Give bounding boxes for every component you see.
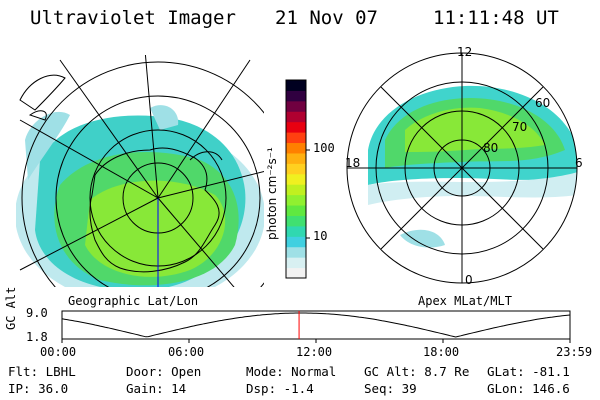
timeline-ymax: 9.0 xyxy=(26,306,48,320)
colorbar xyxy=(285,79,310,279)
timeline-tick-3: 18:00 xyxy=(423,345,460,359)
aurora-patch-north xyxy=(150,105,179,130)
info-glat: GLat: -81.1 xyxy=(487,364,570,379)
mlat-label-70: 70 xyxy=(512,120,528,134)
info-glon: GLon: 146.6 xyxy=(487,381,570,396)
info-gc-alt: GC Alt: 8.7 Re xyxy=(364,364,470,379)
instrument-title: Ultraviolet Imager xyxy=(30,7,236,29)
timeline-tick-1: 06:00 xyxy=(168,345,205,359)
geographic-map xyxy=(16,55,264,287)
colorbar-tick-10: 10 xyxy=(313,229,328,243)
timeline-tick-0: 00:00 xyxy=(40,345,77,359)
colorbar-swatch xyxy=(286,111,306,123)
mlt-label-0: 0 xyxy=(465,273,473,287)
colorbar-swatch xyxy=(286,163,306,175)
colorbar-frame xyxy=(285,79,307,279)
altitude-curve xyxy=(61,312,571,338)
timeline-ymin: 1.8 xyxy=(26,330,48,344)
colorbar-swatch xyxy=(286,184,306,196)
colorbar-swatch xyxy=(286,132,306,144)
mlat-label-80: 80 xyxy=(483,141,499,155)
mlt-label-12: 12 xyxy=(457,45,473,59)
aurora-region-inner xyxy=(85,180,226,277)
mlt-diag-2 xyxy=(380,86,544,250)
timeline-tick-4: 23:59 xyxy=(556,345,593,359)
colorbar-swatch xyxy=(286,205,306,216)
lat-ring-3 xyxy=(55,95,261,287)
info-dsp: Dsp: -1.4 xyxy=(246,381,314,396)
lat-ring-4 xyxy=(21,61,264,287)
colorbar-swatch xyxy=(286,100,306,112)
colorbar-tick-100: 100 xyxy=(313,141,335,155)
meridian-3 xyxy=(157,197,235,287)
colorbar-swatch xyxy=(286,225,306,237)
info-ip: IP: 36.0 xyxy=(8,381,69,396)
meridian-6 xyxy=(19,119,159,199)
meridian-1 xyxy=(144,55,159,199)
colorbar-unit-label: photon cm⁻²s⁻¹ xyxy=(265,147,279,240)
aurora-patch-night xyxy=(400,229,445,248)
colorbar-swatch xyxy=(286,215,306,227)
meridian-8 xyxy=(157,59,251,199)
timeline-axis-label: GC Alt xyxy=(4,286,18,330)
time-label: 11:11:48 UT xyxy=(433,7,559,29)
colorbar-swatch xyxy=(286,142,306,154)
mlt-label-6: 6 xyxy=(575,156,583,170)
info-mode: Mode: Normal xyxy=(246,364,337,379)
colorbar-swatch xyxy=(286,152,306,164)
mlt-label-18: 18 xyxy=(345,156,361,170)
colorbar-swatch xyxy=(286,257,306,269)
altitude-timeline xyxy=(61,310,571,343)
aurora-oval-inner xyxy=(405,107,545,152)
right-panel-label: Apex MLat/MLT xyxy=(418,294,512,308)
info-door: Door: Open xyxy=(126,364,202,379)
colorbar-swatch xyxy=(286,80,306,91)
colorbar-swatch xyxy=(286,90,306,102)
colorbar-swatch xyxy=(286,194,306,206)
date-label: 21 Nov 07 xyxy=(275,7,378,29)
info-gain: Gain: 14 xyxy=(126,381,187,396)
meridian-7 xyxy=(59,59,159,199)
timeline-tick-2: 12:00 xyxy=(296,345,333,359)
left-panel-label: Geographic Lat/Lon xyxy=(68,294,199,308)
colorbar-swatch xyxy=(286,236,306,248)
continent-outline xyxy=(89,147,220,273)
peninsula-outline xyxy=(189,151,223,161)
colorbar-swatch xyxy=(286,246,306,258)
colorbar-swatch xyxy=(286,267,306,279)
info-seq: Seq: 39 xyxy=(364,381,417,396)
colorbar-swatch xyxy=(286,173,306,185)
meridian-5 xyxy=(19,197,159,271)
colorbar-swatch xyxy=(286,121,306,133)
aurora-oval-fringe xyxy=(368,172,577,205)
info-filter: Flt: LBHL xyxy=(8,364,76,379)
south-america-outline xyxy=(19,74,66,121)
mlat-label-60: 60 xyxy=(535,96,551,110)
polar-plot xyxy=(346,52,578,284)
meridian-2 xyxy=(157,170,264,199)
